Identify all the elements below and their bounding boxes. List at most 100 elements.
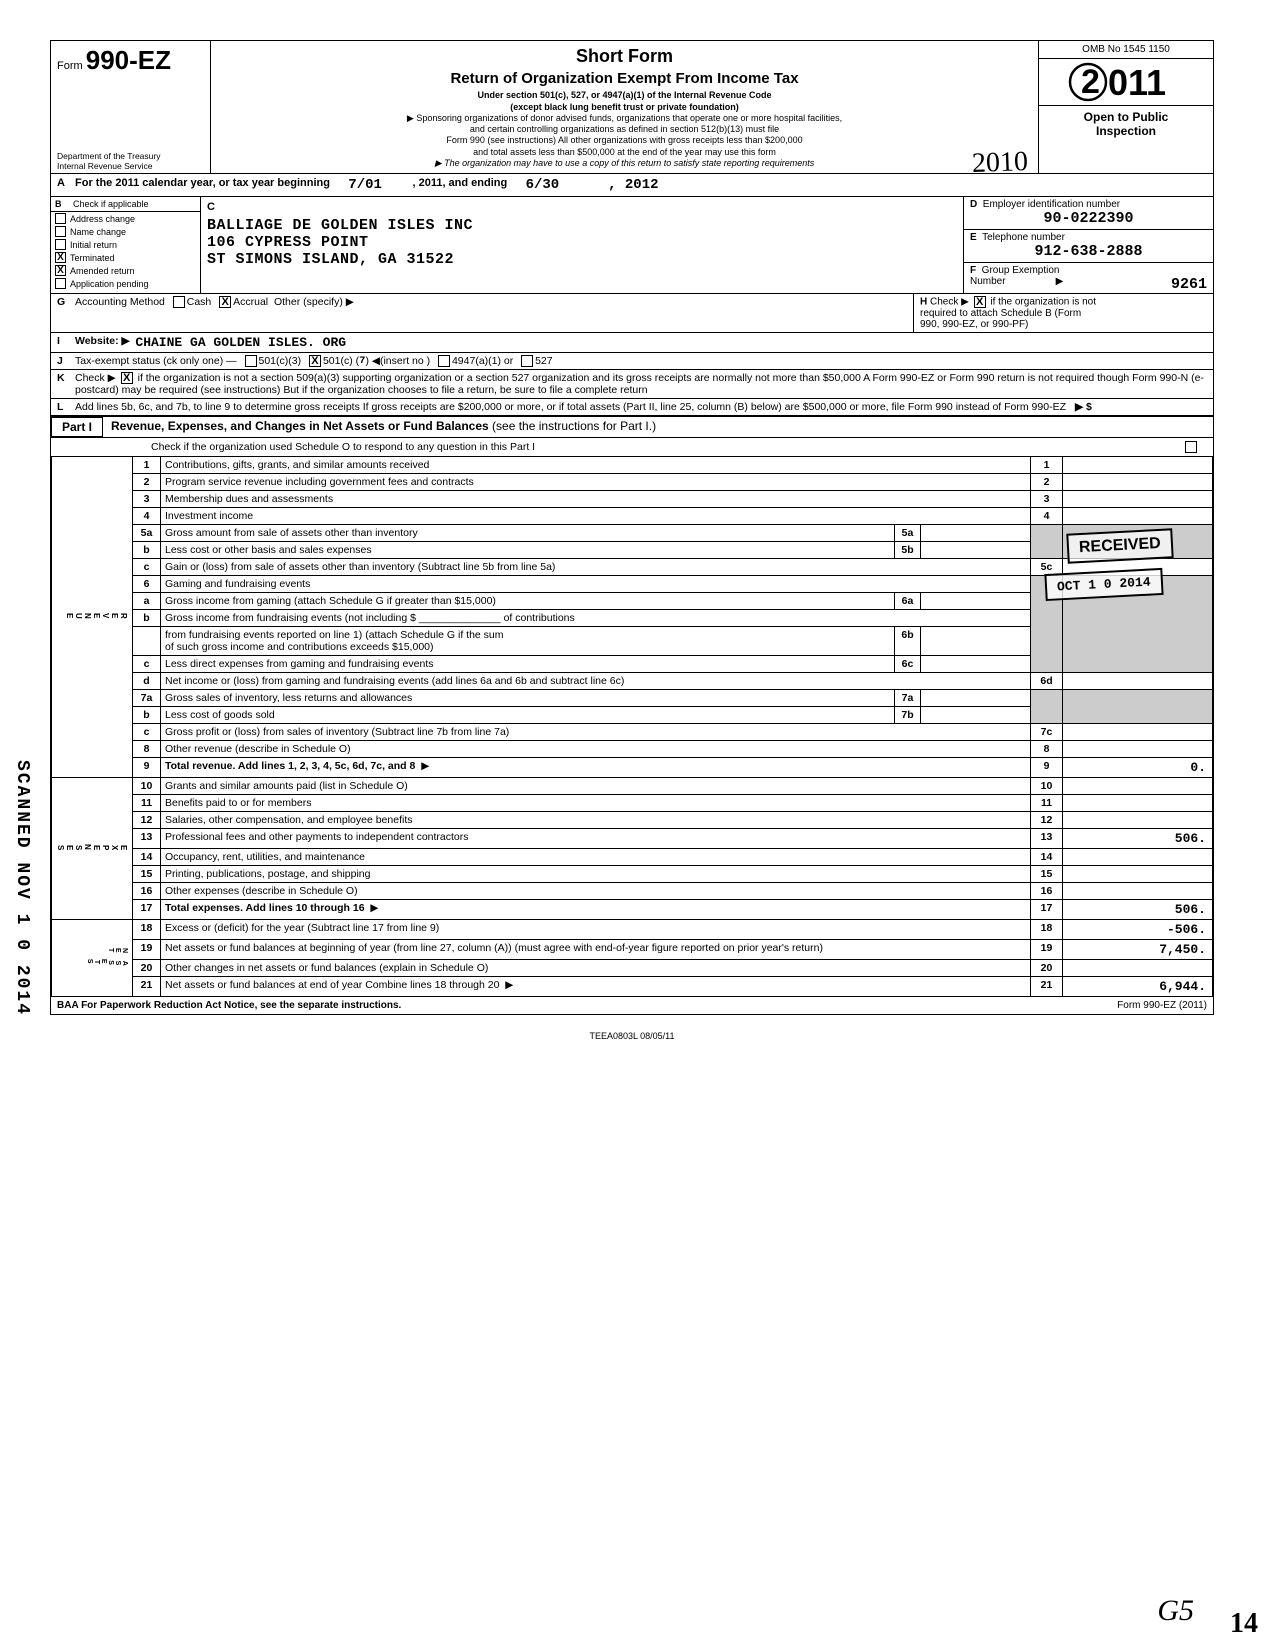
k-checkbox[interactable]: X — [121, 372, 133, 384]
b-item: X Amended return — [51, 264, 200, 277]
linea-mid: , 2011, and ending — [412, 177, 507, 193]
sub5: Form 990 (see instructions) All other or… — [217, 135, 1032, 146]
b-checkbox[interactable]: X — [55, 265, 66, 276]
j-501c-open: 501(c) ( — [323, 355, 359, 367]
l-text: Add lines 5b, 6c, and 7b, to line 9 to d… — [75, 401, 1067, 413]
b-item: Address change — [51, 212, 200, 225]
line-j: J Tax-exempt status (ck only one) — 501(… — [51, 353, 1213, 370]
ln6b-wrap: Gross income from fundraising events (no… — [161, 610, 1031, 627]
other-label: Other (specify) ▶ — [274, 296, 354, 308]
h-checkbox[interactable]: X — [974, 296, 986, 308]
form-prefix: Form — [57, 60, 83, 72]
b-checkbox[interactable] — [55, 239, 66, 250]
form-990ez: 2010 Form 990-EZ Department of the Treas… — [50, 40, 1214, 1015]
ln5b: Less cost or other basis and sales expen… — [161, 542, 895, 559]
form-number: Form 990-EZ — [57, 45, 204, 76]
inspect1: Open to Public — [1039, 110, 1213, 124]
ln1: Contributions, gifts, grants, and simila… — [161, 457, 1031, 474]
b-item: Application pending — [51, 277, 200, 290]
b-item: Initial return — [51, 238, 200, 251]
lett-g: G — [57, 296, 75, 308]
b-checkbox[interactable] — [55, 213, 66, 224]
sub2: (except black lung benefit trust or priv… — [510, 102, 739, 112]
sub4: and certain controlling organizations as… — [217, 124, 1032, 135]
g-label: Accounting Method — [75, 296, 165, 308]
b-item-label: Initial return — [70, 240, 117, 250]
f-label: Group Exemption — [982, 265, 1060, 276]
line-a: A For the 2011 calendar year, or tax yea… — [51, 174, 1213, 197]
part-i-title-wrap: Revenue, Expenses, and Changes in Net As… — [103, 417, 1213, 437]
sub1: Under section 501(c), 527, or 4947(a)(1)… — [477, 90, 771, 100]
lett-a: A — [57, 177, 75, 193]
parti-checkbox[interactable] — [1185, 441, 1197, 453]
ln6bc: from fundraising events reported on line… — [165, 629, 504, 641]
ln10: Grants and similar amounts paid (list in… — [161, 778, 1031, 795]
lett-b: B — [55, 199, 73, 209]
ln6: Gaming and fundraising events — [161, 576, 1031, 593]
amt17: 506. — [1063, 900, 1213, 920]
amt9: 0. — [1063, 758, 1213, 778]
k-text: if the organization is not a section 509… — [75, 372, 1204, 396]
ln6b2-wrap: from fundraising events reported on line… — [161, 627, 895, 656]
header-left: Form 990-EZ Department of the Treasury I… — [51, 41, 211, 173]
4947-checkbox[interactable] — [438, 355, 450, 367]
part-i-table: REVENUE 1 Contributions, gifts, grants, … — [51, 457, 1213, 997]
527-checkbox[interactable] — [521, 355, 533, 367]
ln9-wrap: Total revenue. Add lines 1, 2, 3, 4, 5c,… — [161, 758, 1031, 778]
f-label2: Number — [970, 276, 1006, 287]
sub6: and total assets less than $500,000 at t… — [217, 147, 1032, 158]
501c3-checkbox[interactable] — [245, 355, 257, 367]
website-val: CHAINE GA GOLDEN ISLES. ORG — [135, 335, 346, 350]
group-exemption: 9261 — [1171, 276, 1207, 293]
amt1 — [1063, 457, 1213, 474]
line-l: L Add lines 5b, 6c, and 7b, to line 9 to… — [51, 399, 1213, 416]
part-i-title: Revenue, Expenses, and Changes in Net As… — [111, 419, 489, 433]
b-item-label: Amended return — [70, 266, 135, 276]
j-4947: 4947(a)(1) or — [452, 355, 513, 367]
501c-checkbox[interactable]: X — [309, 355, 321, 367]
handwritten-g5: G5 — [1157, 1594, 1194, 1628]
b-item: X Terminated — [51, 251, 200, 264]
j-501c3: 501(c)(3) — [259, 355, 302, 367]
cash-checkbox[interactable] — [173, 296, 185, 308]
f-arrow: ▶ — [1056, 276, 1064, 287]
ln9: Total revenue. Add lines 1, 2, 3, 4, 5c,… — [165, 760, 415, 772]
footer: BAA For Paperwork Reduction Act Notice, … — [51, 997, 1213, 1014]
row-d: D Employer identification number 90-0222… — [964, 197, 1213, 230]
ln6bd: of such gross income and contributions e… — [165, 641, 434, 653]
ln7c: Gross profit or (loss) from sales of inv… — [161, 724, 1031, 741]
rn1: 1 — [1031, 457, 1063, 474]
part-i-check-line: Check if the organization used Schedule … — [51, 438, 1213, 457]
handwritten-14: 14 — [1230, 1608, 1258, 1640]
title-return: Return of Organization Exempt From Incom… — [217, 70, 1032, 89]
ln1-num: 1 — [133, 457, 161, 474]
row-e: E Telephone number 912-638-2888 — [964, 230, 1213, 263]
part-i-sub: (see the instructions for Part I.) — [492, 419, 656, 433]
header-right: OMB No 1545 1150 2 011 Open to Public In… — [1038, 41, 1213, 173]
k-check: Check ▶ — [75, 372, 116, 384]
h-rest2: required to attach Schedule B (Form — [920, 308, 1081, 319]
ln16: Other expenses (describe in Schedule O) — [161, 883, 1031, 900]
lett-d: D — [970, 199, 977, 210]
ty-year: , 2012 — [608, 177, 658, 193]
b-checkbox[interactable]: X — [55, 252, 66, 263]
line-i: I Website: ▶ CHAINE GA GOLDEN ISLES. ORG — [51, 333, 1213, 353]
baa-notice: BAA For Paperwork Reduction Act Notice, … — [57, 1000, 401, 1011]
h-rest3: 990, 990-EZ, or 990-PF) — [920, 319, 1028, 330]
e-label: Telephone number — [982, 232, 1065, 243]
dept-line2: Internal Revenue Service — [57, 162, 204, 171]
ln12: Salaries, other compensation, and employ… — [161, 812, 1031, 829]
ln21: Net assets or fund balances at end of ye… — [165, 979, 499, 991]
b-checkbox[interactable] — [55, 278, 66, 289]
ty-end: 6/30 — [526, 177, 560, 193]
b-item-label: Terminated — [70, 253, 115, 263]
sub7: ▶ The organization may have to use a cop… — [435, 158, 815, 168]
inspect2: Inspection — [1039, 124, 1213, 138]
ln6a: Gross income from gaming (attach Schedul… — [161, 593, 895, 610]
form-footer: Form 990-EZ (2011) — [1117, 1000, 1207, 1011]
b-checkbox[interactable] — [55, 226, 66, 237]
line-g: G Accounting Method Cash X Accrual Other… — [51, 294, 913, 332]
ln6d: Net income or (loss) from gaming and fun… — [161, 673, 1031, 690]
omb-number: OMB No 1545 1150 — [1039, 41, 1213, 59]
accrual-checkbox[interactable]: X — [219, 296, 231, 308]
